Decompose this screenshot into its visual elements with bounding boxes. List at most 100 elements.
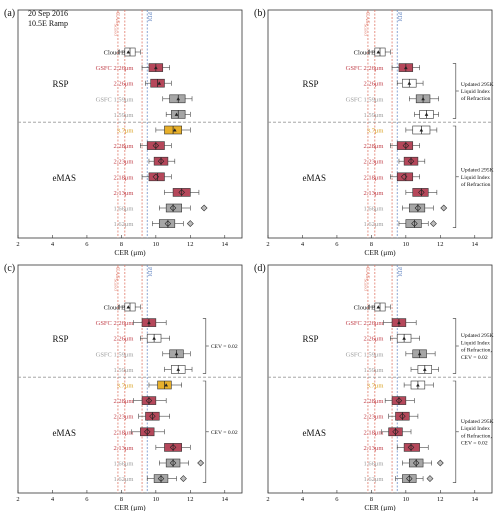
plot-frame: [267, 264, 493, 494]
cas-label: CASScaled: [363, 267, 370, 291]
box-row: 1.62μm: [364, 219, 437, 228]
x-axis-label: CER (μm): [364, 503, 396, 511]
x-tick-label: 12: [437, 241, 444, 248]
box-row: 2.18μm: [364, 172, 420, 182]
outlier-marker: [186, 220, 194, 228]
row-label: 1.62μm: [364, 221, 384, 228]
ramp-label: 10.5E Ramp: [28, 19, 68, 28]
annotation-bracket: [202, 318, 207, 374]
box-row: 1.59μm: [114, 365, 193, 374]
x-tick-label: 10: [153, 241, 160, 248]
x-tick-label: 14: [222, 241, 229, 248]
mean-marker: [417, 352, 422, 356]
cas-label-subscript: Scaled: [363, 279, 368, 292]
mean-marker: [376, 305, 381, 309]
x-tick-label: 2: [16, 496, 19, 503]
mean-marker: [144, 428, 151, 436]
row-label: 3.7μm: [367, 128, 384, 135]
row-label: 1.62μm: [364, 476, 384, 483]
x-tick-label: 4: [51, 496, 55, 503]
plot-frame: [17, 264, 243, 494]
mean-marker: [416, 383, 420, 387]
box-row: 2.28μm: [364, 396, 415, 405]
box-row: GSFC 2.26μm: [96, 63, 170, 72]
cas-label: CASScaled: [363, 12, 370, 36]
row-label: 1.59μm: [114, 367, 134, 374]
row-label: GSFC 2.26μm: [96, 65, 134, 72]
mean-marker: [412, 459, 420, 467]
x-tick-label: 10: [153, 496, 160, 503]
mean-marker: [411, 220, 418, 227]
outlier-marker: [440, 204, 448, 212]
row-label: 2.18μm: [364, 429, 384, 436]
x-tick-label: 8: [120, 496, 123, 503]
x-tick-label: 6: [85, 241, 89, 248]
annotation-bracket: [452, 125, 457, 228]
mean-marker: [126, 305, 131, 309]
row-label: GSFC 2.26μm: [346, 320, 384, 327]
plot-frame: [17, 9, 243, 239]
mean-marker: [392, 428, 399, 436]
annotation-text: of Refraction: [461, 95, 491, 102]
panel-label: (a): [4, 8, 15, 19]
box: [396, 172, 414, 182]
mean-marker: [152, 336, 156, 340]
x-tick-label: 10: [403, 241, 410, 248]
row-label: 1.66μm: [114, 461, 134, 468]
annotation-bracket: [452, 380, 457, 483]
row-label: 2.23μm: [364, 159, 384, 166]
annotation-bracket: [452, 63, 457, 119]
box-row: 2.23μm: [114, 156, 176, 166]
panel-label: (d): [254, 263, 266, 274]
x-tick-label: 12: [187, 241, 194, 248]
x-tick-label: 4: [301, 496, 305, 503]
box-row: 1.66μm: [114, 203, 208, 213]
outlier-marker: [179, 475, 187, 483]
row-label: 2.26μm: [364, 336, 384, 343]
row-label: 2.13μm: [114, 190, 134, 197]
box: [148, 172, 165, 182]
box: [165, 203, 182, 213]
box-row: Cloud Bow: [104, 47, 141, 57]
box-row: 2.13μm: [364, 443, 429, 452]
row-label: Cloud Bow: [104, 50, 134, 57]
row-label: GSFC 1.59μm: [96, 96, 134, 103]
mean-marker: [178, 189, 185, 196]
mean-marker: [418, 189, 425, 196]
row-label: 3.7μm: [117, 128, 134, 135]
x-axis-label: CER (μm): [114, 503, 146, 511]
rsp-group-label: RSP: [52, 79, 68, 89]
rsp-group-label: RSP: [302, 79, 318, 89]
x-tick-label: 12: [437, 496, 444, 503]
row-label: 2.13μm: [114, 445, 134, 452]
rsp-group-label: RSP: [52, 334, 68, 344]
x-tick-label: 14: [222, 496, 229, 503]
box-row: 2.13μm: [364, 188, 438, 197]
box: [412, 188, 429, 197]
box-row: 1.59μm: [114, 110, 191, 119]
mean-marker: [152, 142, 160, 149]
box-row: GSFC 2.26μm: [96, 318, 167, 327]
row-label: 2.18μm: [364, 174, 384, 181]
box: [408, 203, 426, 213]
row-label: 2.13μm: [364, 445, 384, 452]
row-label: 2.13μm: [364, 190, 384, 197]
mean-marker: [173, 128, 177, 132]
box-row: 2.26μm: [114, 333, 170, 343]
box: [158, 219, 176, 228]
box-row: 1.62μm: [364, 474, 434, 483]
x-tick-label: 14: [472, 496, 479, 503]
box-row: 2.28μm: [364, 141, 420, 150]
box-row: 2.23μm: [364, 411, 419, 421]
mean-marker: [424, 112, 429, 116]
outlier-marker: [426, 475, 434, 483]
mean-marker: [164, 220, 172, 227]
box-row: 1.59μm: [364, 365, 439, 374]
box-row: 2.26μm: [114, 78, 172, 88]
emas-group-label: eMAS: [52, 173, 76, 183]
date-label: 20 Sep 2016: [28, 9, 68, 18]
row-label: 1.66μm: [114, 206, 134, 213]
